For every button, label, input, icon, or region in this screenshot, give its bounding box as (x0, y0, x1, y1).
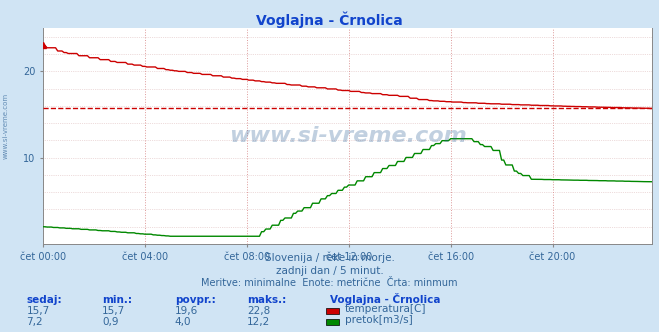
Text: 4,0: 4,0 (175, 317, 191, 327)
Text: 15,7: 15,7 (26, 306, 49, 316)
Text: min.:: min.: (102, 295, 132, 305)
Text: www.si-vreme.com: www.si-vreme.com (2, 93, 9, 159)
Text: 19,6: 19,6 (175, 306, 198, 316)
Text: pretok[m3/s]: pretok[m3/s] (345, 315, 413, 325)
Text: www.si-vreme.com: www.si-vreme.com (229, 126, 467, 146)
Text: Meritve: minimalne  Enote: metrične  Črta: minmum: Meritve: minimalne Enote: metrične Črta:… (201, 278, 458, 288)
Text: 15,7: 15,7 (102, 306, 125, 316)
Text: Voglajna - Črnolica: Voglajna - Črnolica (256, 12, 403, 28)
Text: temperatura[C]: temperatura[C] (345, 304, 426, 314)
Text: 0,9: 0,9 (102, 317, 119, 327)
Text: Voglajna - Črnolica: Voglajna - Črnolica (330, 293, 440, 305)
Text: 7,2: 7,2 (26, 317, 43, 327)
Text: 12,2: 12,2 (247, 317, 270, 327)
Text: sedaj:: sedaj: (26, 295, 62, 305)
Text: maks.:: maks.: (247, 295, 287, 305)
Text: zadnji dan / 5 minut.: zadnji dan / 5 minut. (275, 266, 384, 276)
Text: povpr.:: povpr.: (175, 295, 215, 305)
Text: 22,8: 22,8 (247, 306, 270, 316)
Text: Slovenija / reke in morje.: Slovenija / reke in morje. (264, 253, 395, 263)
